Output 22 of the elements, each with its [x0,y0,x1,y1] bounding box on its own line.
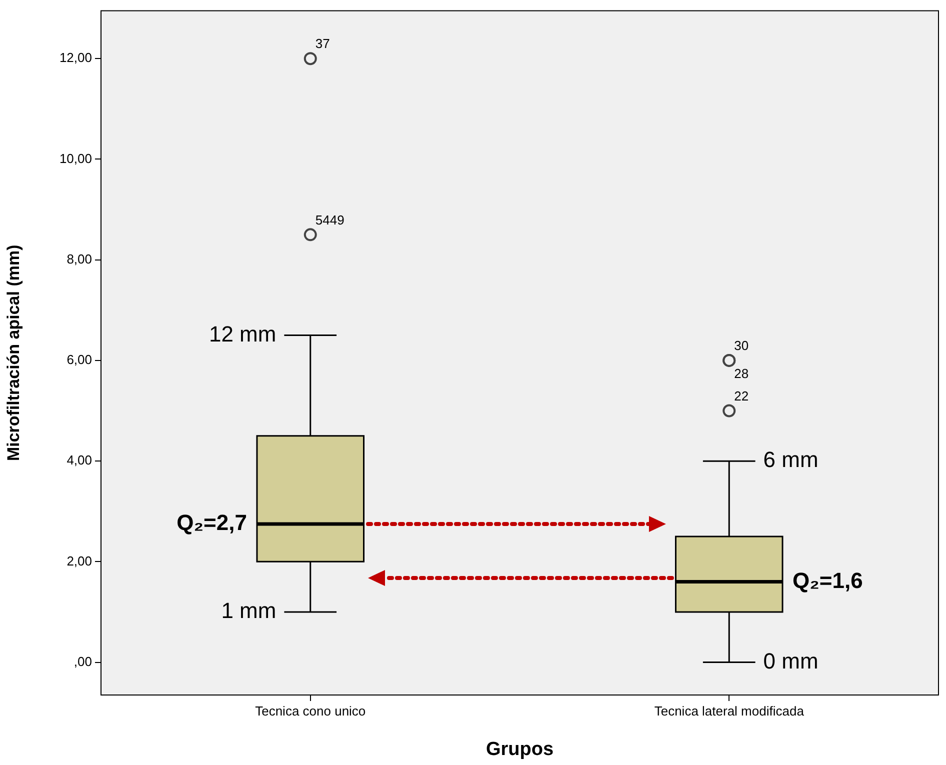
x-tick-label: Tecnica cono unico [255,703,366,718]
x-tick-label: Tecnica lateral modificada [654,703,805,718]
x-axis-title: Grupos [486,738,554,760]
annotation: 37 [315,36,330,52]
annotation: Q₂=2,7 [176,510,247,536]
annotation: Q₂=1,6 [792,568,863,593]
y-tick-label: 2,00 [66,553,92,568]
y-tick-label: 10,00 [59,150,92,166]
y-axis-title: Microfiltración apical (mm) [4,244,23,462]
annotation: 5449 [315,212,344,228]
annotation: 22 [734,388,749,404]
y-tick-label: 4,00 [66,452,92,468]
annotation: 12 mm [208,321,276,346]
annotation: 30 [734,338,749,354]
y-tick-label: ,00 [74,654,92,669]
y-tick-label: 12,00 [59,50,92,66]
annotation: 1 mm [221,598,276,624]
y-tick-label: 8,00 [66,251,92,266]
annotation: 28 [734,366,749,382]
y-tick-label: 6,00 [66,352,92,368]
annotation: 0 mm [763,648,818,674]
annotation: 6 mm [763,447,818,472]
